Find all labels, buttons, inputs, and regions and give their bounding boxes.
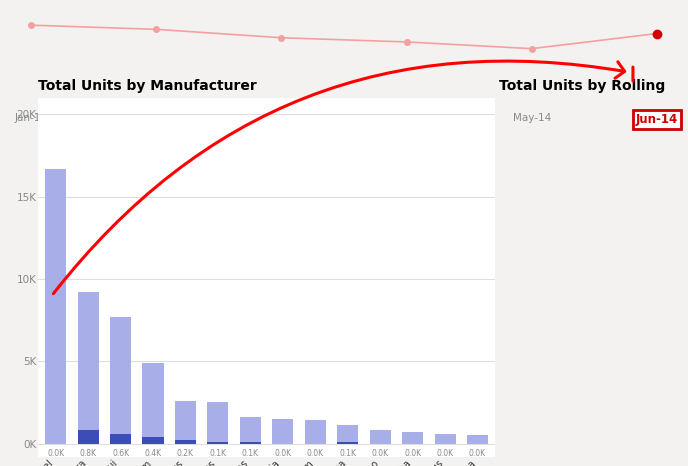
Bar	[369, 430, 391, 444]
Text: 0.0K: 0.0K	[436, 449, 453, 458]
Text: 0.0K: 0.0K	[372, 449, 389, 458]
Bar	[142, 437, 164, 444]
Text: 0.1K: 0.1K	[242, 449, 259, 458]
Bar	[305, 420, 326, 444]
Text: 0.0K: 0.0K	[47, 449, 64, 458]
Bar	[272, 419, 293, 444]
Text: 0.0K: 0.0K	[307, 449, 324, 458]
Text: Jun-14: Jun-14	[636, 113, 678, 126]
Text: 0.2K: 0.2K	[177, 449, 194, 458]
Bar	[207, 402, 228, 444]
Text: Total Units by Manufacturer: Total Units by Manufacturer	[38, 79, 257, 93]
Text: Feb-14: Feb-14	[139, 113, 174, 123]
Bar	[207, 442, 228, 444]
Bar	[175, 440, 196, 444]
Text: May-14: May-14	[513, 113, 551, 123]
Bar	[435, 434, 455, 444]
Bar	[240, 442, 261, 444]
Text: Jan-14: Jan-14	[14, 113, 47, 123]
Text: Apr-14: Apr-14	[389, 113, 424, 123]
Bar	[110, 317, 131, 444]
Bar	[402, 432, 423, 444]
Text: Total Units by Rolling: Total Units by Rolling	[499, 79, 665, 93]
Bar	[337, 442, 358, 444]
Text: 0.0K: 0.0K	[404, 449, 421, 458]
Text: 0.6K: 0.6K	[112, 449, 129, 458]
Text: 0.8K: 0.8K	[80, 449, 96, 458]
Bar	[78, 292, 98, 444]
Text: 0.0K: 0.0K	[469, 449, 486, 458]
Bar	[45, 169, 66, 444]
Text: 0.1K: 0.1K	[209, 449, 226, 458]
Bar	[110, 434, 131, 444]
Bar	[142, 363, 164, 444]
Bar	[337, 425, 358, 444]
Text: Mar-14: Mar-14	[264, 113, 299, 123]
Bar	[78, 430, 98, 444]
Bar	[175, 401, 196, 444]
Text: 0.4K: 0.4K	[144, 449, 162, 458]
Text: 0.0K: 0.0K	[275, 449, 292, 458]
Text: 0.1K: 0.1K	[339, 449, 356, 458]
Bar	[240, 417, 261, 444]
Bar	[467, 435, 488, 444]
